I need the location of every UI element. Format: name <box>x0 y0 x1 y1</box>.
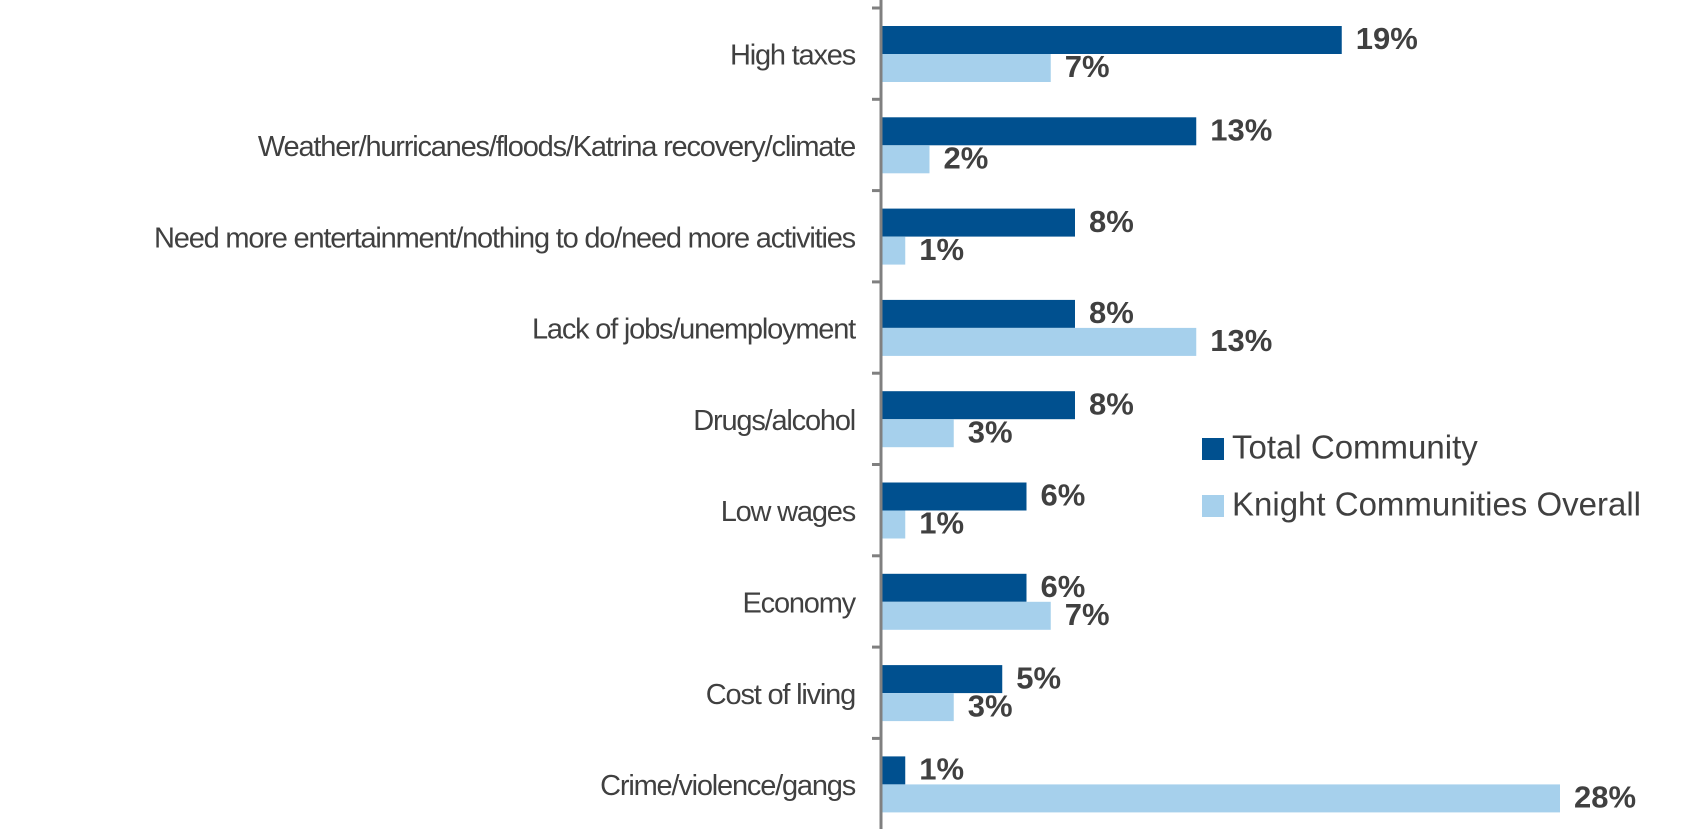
bar-total-community <box>881 573 1027 602</box>
category-label: Economy <box>743 587 857 619</box>
y-axis <box>872 0 883 829</box>
legend-label: Knight Communities Overall <box>1232 486 1641 523</box>
bar-knight-communities-overall <box>881 601 1051 630</box>
data-label: 8% <box>1089 386 1134 421</box>
data-label: 6% <box>1041 569 1086 604</box>
data-label: 5% <box>1016 660 1061 695</box>
category-label: Low wages <box>721 496 856 528</box>
bar-knight-communities-overall <box>881 327 1197 356</box>
bar-knight-communities-overall <box>881 784 1560 813</box>
bar-knight-communities-overall <box>881 236 906 265</box>
data-label: 13% <box>1210 112 1272 147</box>
data-label: 7% <box>1065 597 1110 632</box>
bar-total-community <box>881 299 1075 328</box>
data-label: 3% <box>968 414 1013 449</box>
category-label: Need more entertainment/nothing to do/ne… <box>154 222 856 254</box>
category-labels: High taxes Weather/hurricanes/floods/Katr… <box>154 40 858 802</box>
data-label: 3% <box>968 688 1013 723</box>
category-label: Lack of jobs/unemployment <box>532 314 856 346</box>
data-label: 8% <box>1089 204 1134 239</box>
bar-total-community <box>881 26 1342 54</box>
data-label: 1% <box>919 752 964 787</box>
bar-total-community <box>881 665 1003 694</box>
category-label: High taxes <box>730 40 856 72</box>
data-label: 13% <box>1210 323 1272 358</box>
bar-total-community <box>881 117 1197 146</box>
data-labels: 19%7%13%2%8%1%8%13%8%3%6%1%6%7%5%3%1%28% <box>919 21 1636 814</box>
legend-swatch-total-community <box>1202 438 1224 460</box>
bar-knight-communities-overall <box>881 510 906 539</box>
data-label: 1% <box>919 232 964 267</box>
data-label: 7% <box>1065 49 1110 84</box>
data-label: 1% <box>919 506 964 541</box>
bar-knight-communities-overall <box>881 54 1051 82</box>
data-label: 2% <box>944 140 989 175</box>
data-label: 8% <box>1089 295 1134 330</box>
bar-knight-communities-overall <box>881 145 930 174</box>
bar-knight-communities-overall <box>881 693 954 722</box>
bars-layer <box>881 26 1560 813</box>
category-label: Cost of living <box>706 679 855 711</box>
bar-total-community <box>881 756 906 785</box>
data-label: 19% <box>1356 21 1418 56</box>
bar-total-community <box>881 391 1075 420</box>
legend-swatch-knight-communities-overall <box>1202 495 1224 517</box>
bar-total-community <box>881 208 1075 237</box>
legend-label: Total Community <box>1232 429 1478 466</box>
data-label: 28% <box>1574 780 1636 815</box>
legend: Total Community Knight Communities Overal… <box>1202 429 1641 523</box>
category-label: Drugs/alcohol <box>693 405 855 437</box>
category-label: Weather/hurricanes/floods/Katrina recove… <box>258 131 855 163</box>
bar-total-community <box>881 482 1027 511</box>
data-label: 6% <box>1041 478 1086 513</box>
bar-knight-communities-overall <box>881 419 954 448</box>
category-label: Crime/violence/gangs <box>600 770 856 802</box>
